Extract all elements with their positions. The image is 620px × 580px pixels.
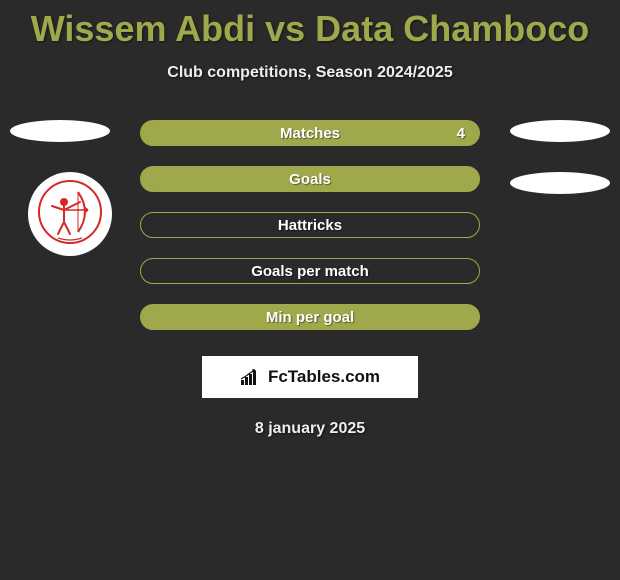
- stat-row-hattricks: Hattricks: [140, 212, 480, 238]
- stat-label: Goals per match: [251, 263, 369, 280]
- stat-rows: Matches 4 Goals Hattricks Goals per matc…: [140, 120, 480, 330]
- stat-label: Hattricks: [278, 217, 342, 234]
- stat-value: 4: [457, 125, 465, 142]
- placeholder-left-1: [10, 120, 110, 142]
- stat-row-min-per-goal: Min per goal: [140, 304, 480, 330]
- stat-row-goals: Goals: [140, 166, 480, 192]
- bars-growth-icon: [240, 368, 262, 386]
- placeholder-right-2: [510, 172, 610, 194]
- brand-name: FcTables.com: [268, 367, 380, 387]
- stat-row-matches: Matches 4: [140, 120, 480, 146]
- placeholder-right-1: [510, 120, 610, 142]
- stat-row-goals-per-match: Goals per match: [140, 258, 480, 284]
- brand-box[interactable]: FcTables.com: [202, 356, 418, 398]
- stat-label: Matches: [280, 125, 340, 142]
- team-badge: [28, 172, 112, 256]
- archer-icon: [38, 180, 102, 249]
- stat-label: Goals: [289, 171, 331, 188]
- stat-label: Min per goal: [266, 309, 354, 326]
- content-area: Matches 4 Goals Hattricks Goals per matc…: [0, 120, 620, 438]
- page-title: Wissem Abdi vs Data Chamboco: [0, 0, 620, 50]
- footer-date: 8 january 2025: [0, 420, 620, 438]
- subtitle: Club competitions, Season 2024/2025: [0, 64, 620, 82]
